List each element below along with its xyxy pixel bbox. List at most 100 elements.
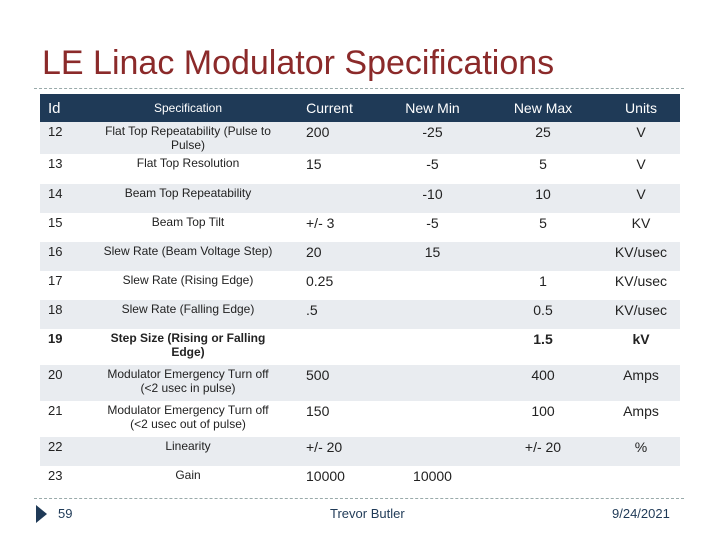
cell-units: KV/usec — [602, 271, 680, 300]
cell-current: +/- 3 — [282, 213, 381, 242]
cell-specification: Modulator Emergency Turn off (<2 usec ou… — [94, 401, 282, 437]
cell-units: V — [602, 154, 680, 184]
header-units: Units — [602, 94, 680, 122]
cell-new-min: 15 — [381, 242, 484, 271]
header-id: Id — [40, 94, 94, 122]
header-specification: Specification — [94, 94, 282, 122]
cell-specification: Beam Top Tilt — [94, 213, 282, 242]
table-row: 13 Flat Top Resolution 15 -5 5 V — [40, 154, 680, 184]
header-new-max: New Max — [484, 94, 602, 122]
bottom-divider — [34, 498, 684, 499]
cell-specification: Flat Top Resolution — [94, 154, 282, 184]
table-row: 17 Slew Rate (Rising Edge) 0.25 1 KV/usec — [40, 271, 680, 300]
table-row: 15 Beam Top Tilt +/- 3 -5 5 KV — [40, 213, 680, 242]
cell-units: kV — [602, 329, 680, 365]
cell-new-max: 10 — [484, 184, 602, 213]
table-row: 16 Slew Rate (Beam Voltage Step) 20 15 KV/us… — [40, 242, 680, 271]
cell-specification: Slew Rate (Rising Edge) — [94, 271, 282, 300]
footer-date: 9/24/2021 — [612, 506, 670, 521]
cell-new-max: 100 — [484, 401, 602, 437]
cell-id: 21 — [40, 401, 94, 437]
cell-id: 17 — [40, 271, 94, 300]
cell-new-max: 400 — [484, 365, 602, 401]
cell-id: 22 — [40, 437, 94, 466]
table-row: 19 Step Size (Rising or Falling Edge) 1.5 k… — [40, 329, 680, 365]
cell-new-min — [381, 271, 484, 300]
cell-new-max: 1.5 — [484, 329, 602, 365]
cell-units: Amps — [602, 401, 680, 437]
cell-new-max — [484, 242, 602, 271]
cell-current: 500 — [282, 365, 381, 401]
cell-units — [602, 466, 680, 495]
cell-id: 15 — [40, 213, 94, 242]
cell-new-min: 10000 — [381, 466, 484, 495]
cell-id: 16 — [40, 242, 94, 271]
cell-new-max: 25 — [484, 122, 602, 154]
cell-units: V — [602, 122, 680, 154]
header-new-min: New Min — [381, 94, 484, 122]
cell-specification: Slew Rate (Falling Edge) — [94, 300, 282, 329]
cell-id: 18 — [40, 300, 94, 329]
cell-units: KV — [602, 213, 680, 242]
table-row: 14 Beam Top Repeatability -10 10 V — [40, 184, 680, 213]
cell-new-min — [381, 401, 484, 437]
cell-units: Amps — [602, 365, 680, 401]
cell-current: 10000 — [282, 466, 381, 495]
cell-new-min: -5 — [381, 154, 484, 184]
cell-current: 0.25 — [282, 271, 381, 300]
table-row: 21 Modulator Emergency Turn off (<2 usec … — [40, 401, 680, 437]
cell-current — [282, 184, 381, 213]
cell-id: 23 — [40, 466, 94, 495]
cell-new-max: 1 — [484, 271, 602, 300]
cell-current — [282, 329, 381, 365]
cell-current: 20 — [282, 242, 381, 271]
cell-new-min — [381, 365, 484, 401]
cell-specification: Step Size (Rising or Falling Edge) — [94, 329, 282, 365]
cell-current: 15 — [282, 154, 381, 184]
cell-new-max: 0.5 — [484, 300, 602, 329]
table-row: 22 Linearity +/- 20 +/- 20% — [40, 437, 680, 466]
cell-id: 12 — [40, 122, 94, 154]
cell-new-min — [381, 329, 484, 365]
cell-units: KV/usec — [602, 300, 680, 329]
cell-new-max: 5 — [484, 213, 602, 242]
table-header-row: Id Specification Current New Min New Max… — [40, 94, 680, 122]
cell-new-min — [381, 300, 484, 329]
cell-specification: Flat Top Repeatability (Pulse to Pulse) — [94, 122, 282, 154]
cell-new-min: -5 — [381, 213, 484, 242]
top-divider — [34, 88, 684, 89]
table-body: 12 Flat Top Repeatability (Pulse to Pulse… — [40, 122, 680, 495]
cell-specification: Modulator Emergency Turn off (<2 usec in… — [94, 365, 282, 401]
footer-author: Trevor Butler — [330, 506, 405, 521]
cell-current: .5 — [282, 300, 381, 329]
cell-id: 20 — [40, 365, 94, 401]
cell-id: 14 — [40, 184, 94, 213]
cell-id: 19 — [40, 329, 94, 365]
cell-new-min — [381, 437, 484, 466]
table-row: 18 Slew Rate (Falling Edge) .5 0.5 KV/usec — [40, 300, 680, 329]
cell-specification: Beam Top Repeatability — [94, 184, 282, 213]
cell-new-min: -25 — [381, 122, 484, 154]
cell-current: 200 — [282, 122, 381, 154]
slide-title: LE Linac Modulator Specifications — [42, 44, 555, 82]
page-number: 59 — [58, 506, 73, 521]
cell-new-max: +/- 20 — [484, 437, 602, 466]
cell-id: 13 — [40, 154, 94, 184]
table-row: 12 Flat Top Repeatability (Pulse to Pulse… — [40, 122, 680, 154]
cell-new-max: 5 — [484, 154, 602, 184]
cell-units: V — [602, 184, 680, 213]
cell-specification: Linearity — [94, 437, 282, 466]
cell-units: KV/usec — [602, 242, 680, 271]
cell-new-max — [484, 466, 602, 495]
cell-new-min: -10 — [381, 184, 484, 213]
slide-marker-icon — [36, 505, 47, 523]
cell-specification: Slew Rate (Beam Voltage Step) — [94, 242, 282, 271]
cell-specification: Gain — [94, 466, 282, 495]
cell-units: % — [602, 437, 680, 466]
header-current: Current — [282, 94, 381, 122]
table-row: 20 Modulator Emergency Turn off (<2 usec … — [40, 365, 680, 401]
cell-current: 150 — [282, 401, 381, 437]
table-row: 23 Gain 10000 10000 — [40, 466, 680, 495]
cell-current: +/- 20 — [282, 437, 381, 466]
spec-table: Id Specification Current New Min New Max… — [40, 94, 680, 495]
